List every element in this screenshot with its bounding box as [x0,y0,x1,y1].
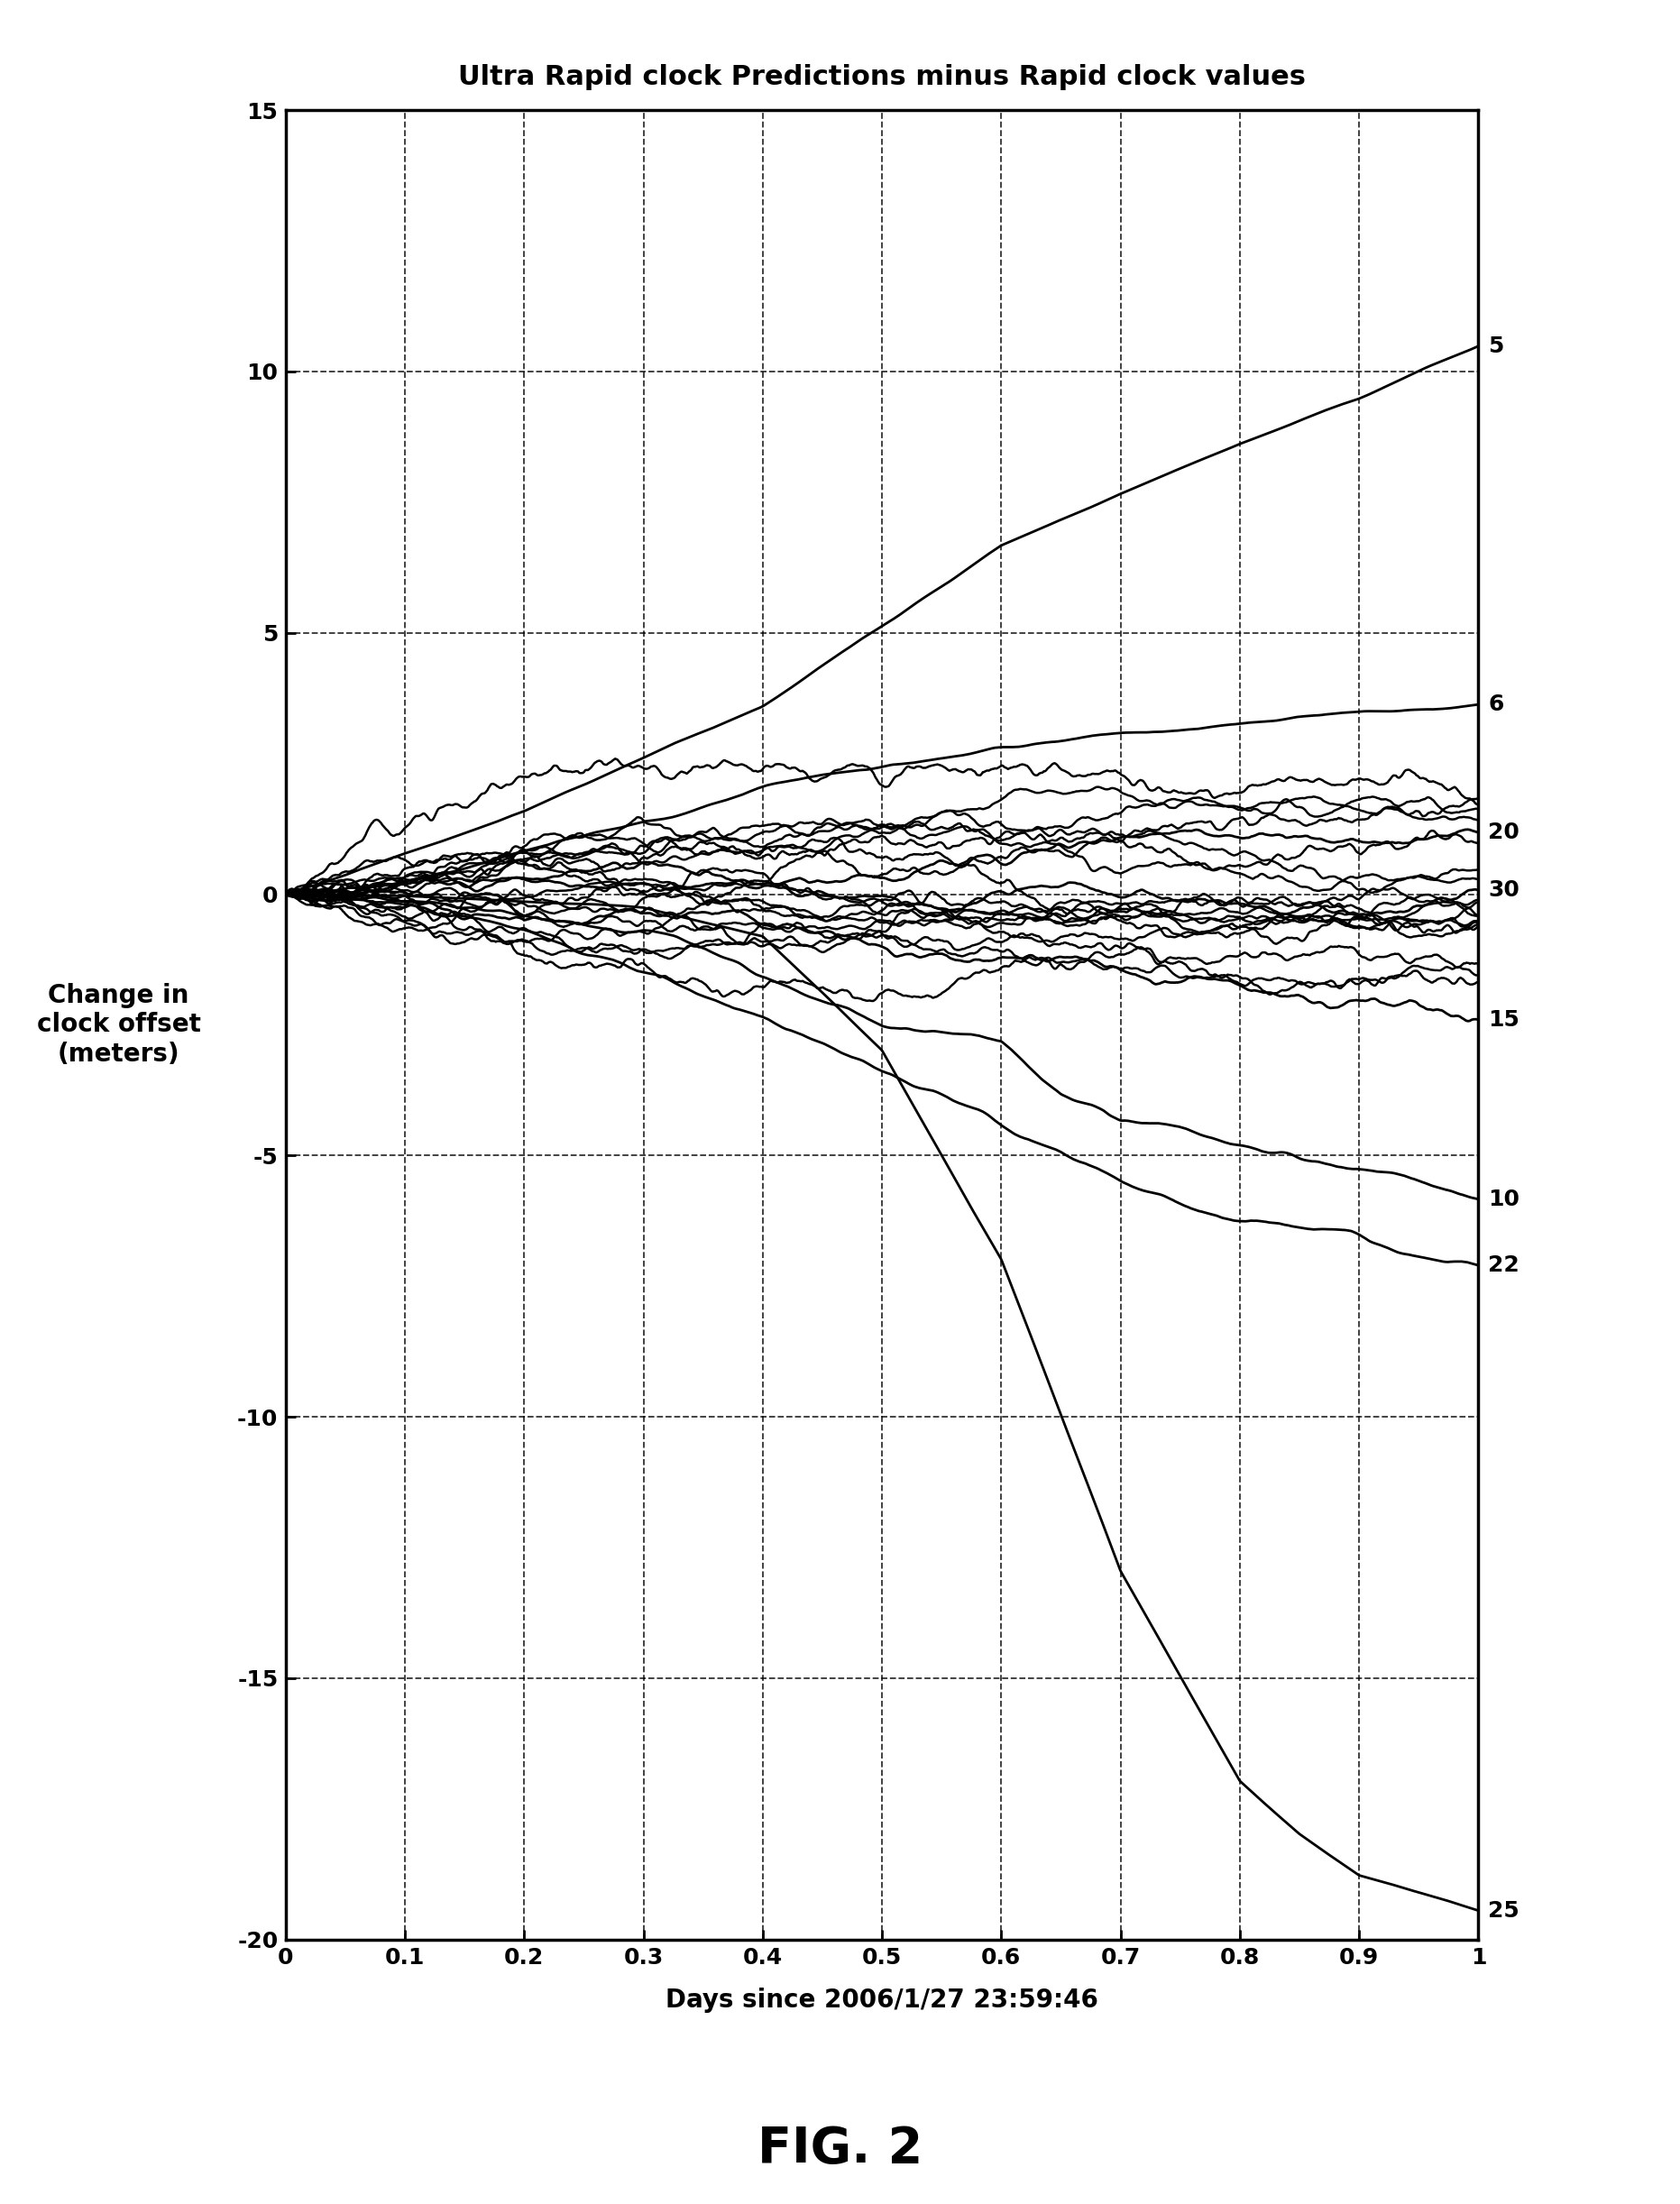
Title: Ultra Rapid clock Predictions minus Rapid clock values: Ultra Rapid clock Predictions minus Rapi… [459,64,1305,90]
Y-axis label: Change in
clock offset
(meters): Change in clock offset (meters) [37,983,200,1067]
Text: 5: 5 [1488,335,1504,357]
Text: 6: 6 [1488,694,1504,716]
Text: 30: 30 [1488,879,1519,901]
Text: 20: 20 [1488,822,1519,844]
Text: 10: 10 [1488,1188,1519,1210]
X-axis label: Days since 2006/1/27 23:59:46: Days since 2006/1/27 23:59:46 [665,1988,1099,2012]
Text: 15: 15 [1488,1009,1519,1031]
Text: FIG. 2: FIG. 2 [758,2125,922,2173]
Text: 25: 25 [1488,1900,1519,1922]
Text: 22: 22 [1488,1254,1519,1276]
